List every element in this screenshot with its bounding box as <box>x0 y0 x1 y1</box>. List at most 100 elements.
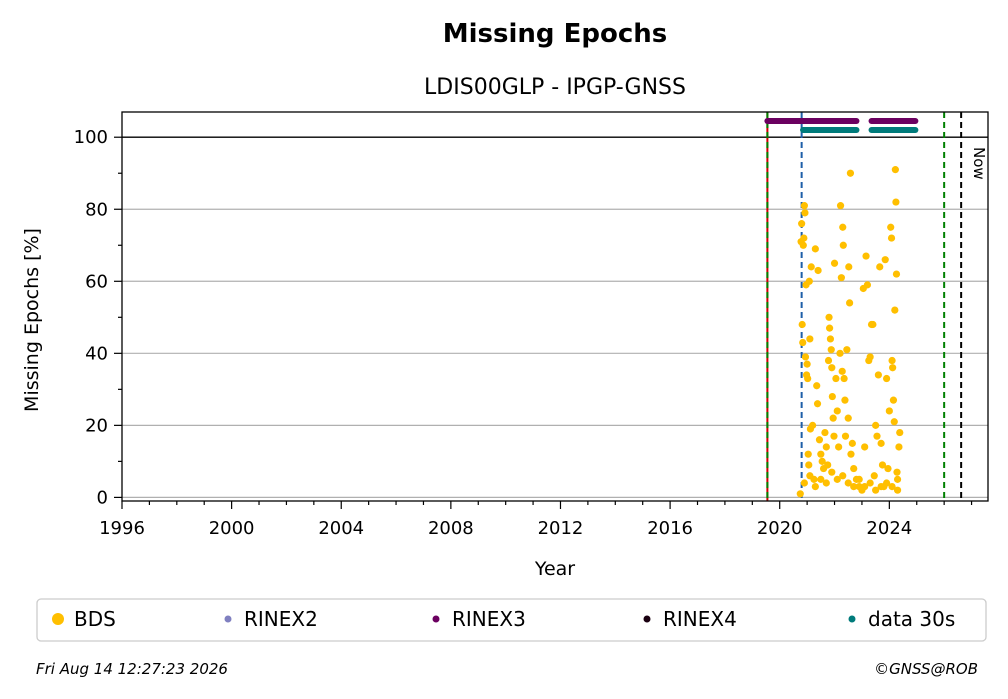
x-tick-label: 2016 <box>647 518 693 539</box>
data-point <box>893 486 902 494</box>
legend-marker <box>52 613 64 625</box>
x-tick-label: 1996 <box>99 518 145 539</box>
data-point <box>835 443 843 451</box>
data-point <box>825 313 833 321</box>
data-point <box>800 479 808 487</box>
legend-marker <box>643 615 651 623</box>
y-axis-ticks: 0 20 40 60 80 100 <box>74 127 122 508</box>
data-point <box>889 396 898 404</box>
data-point <box>861 482 869 491</box>
data-point <box>840 374 848 383</box>
data-point <box>846 299 854 307</box>
data-point <box>833 475 841 483</box>
bds-points <box>796 166 904 498</box>
x-tick-label: 2024 <box>866 518 912 539</box>
data-point <box>887 223 895 231</box>
data-point <box>846 169 855 177</box>
data-point <box>822 479 830 487</box>
data-point <box>798 220 806 228</box>
data-point <box>822 443 830 451</box>
data-point <box>826 335 835 343</box>
y-tick-label: 40 <box>85 343 108 364</box>
data-point <box>800 202 808 210</box>
data-point <box>804 450 812 458</box>
data-point <box>891 306 899 314</box>
data-point <box>801 209 809 217</box>
data-point <box>796 490 804 498</box>
vertical-markers <box>766 112 963 501</box>
data-point <box>872 421 880 429</box>
data-point <box>818 457 826 465</box>
data-point <box>878 461 887 469</box>
data-point <box>821 428 829 437</box>
legend-marker <box>848 615 856 623</box>
data-point <box>799 338 807 347</box>
data-point <box>887 234 896 242</box>
y-tick-label: 100 <box>74 127 108 148</box>
data-point <box>813 400 822 408</box>
legend-label: RINEX2 <box>244 607 318 631</box>
data-point <box>839 241 847 249</box>
data-point <box>872 486 880 494</box>
data-point <box>803 360 811 368</box>
x-axis-ticks: 1996 2000 2004 2008 2012 2016 2020 2024 <box>99 501 973 539</box>
data-point <box>888 482 896 491</box>
data-point <box>800 234 808 242</box>
data-point <box>876 263 884 271</box>
y-tick-label: 60 <box>85 271 108 292</box>
data-point <box>804 374 812 383</box>
data-point <box>841 396 849 404</box>
data-point <box>896 428 904 437</box>
data-point <box>829 414 837 422</box>
grid-lines <box>122 136 988 498</box>
data-point <box>866 479 874 487</box>
data-point <box>877 439 885 447</box>
legend-label: BDS <box>74 607 116 631</box>
data-point <box>817 450 825 458</box>
data-point <box>883 374 891 383</box>
data-point <box>817 475 825 483</box>
data-point <box>892 198 900 206</box>
data-point <box>807 263 815 271</box>
now-label: Now <box>970 147 988 180</box>
data-point <box>850 464 858 473</box>
data-point <box>843 346 851 354</box>
data-point <box>828 468 836 476</box>
data-point <box>798 320 806 329</box>
data-point <box>884 464 892 473</box>
y-tick-label: 0 <box>97 487 108 508</box>
data-point <box>839 472 847 480</box>
y-tick-label: 20 <box>85 415 108 436</box>
data-point <box>832 374 840 383</box>
y-tick-label: 80 <box>85 199 108 220</box>
data-point <box>830 432 838 440</box>
x-tick-label: 2000 <box>209 518 255 539</box>
data-point <box>799 241 807 249</box>
footer-copyright: ©GNSS@ROB <box>874 660 978 678</box>
data-point <box>805 277 813 285</box>
data-point <box>833 407 841 415</box>
legend-marker <box>224 615 232 623</box>
data-point <box>828 392 836 401</box>
data-point <box>814 266 822 275</box>
data-point <box>827 346 835 354</box>
data-point <box>892 270 901 278</box>
data-point <box>844 479 852 487</box>
data-point <box>824 356 833 365</box>
plot-frame <box>121 111 989 502</box>
data-point <box>815 436 824 444</box>
data-point <box>825 324 834 332</box>
data-point <box>811 482 819 491</box>
data-point <box>855 475 863 483</box>
data-point <box>885 407 893 415</box>
data-point <box>848 439 856 447</box>
data-point <box>850 482 858 491</box>
data-point <box>841 432 850 440</box>
data-point <box>869 320 877 329</box>
data-point <box>845 263 853 271</box>
data-point <box>824 461 832 469</box>
data-point <box>881 256 889 264</box>
y-axis-label: Missing Epochs [%] <box>21 228 43 412</box>
data-point <box>801 353 810 361</box>
